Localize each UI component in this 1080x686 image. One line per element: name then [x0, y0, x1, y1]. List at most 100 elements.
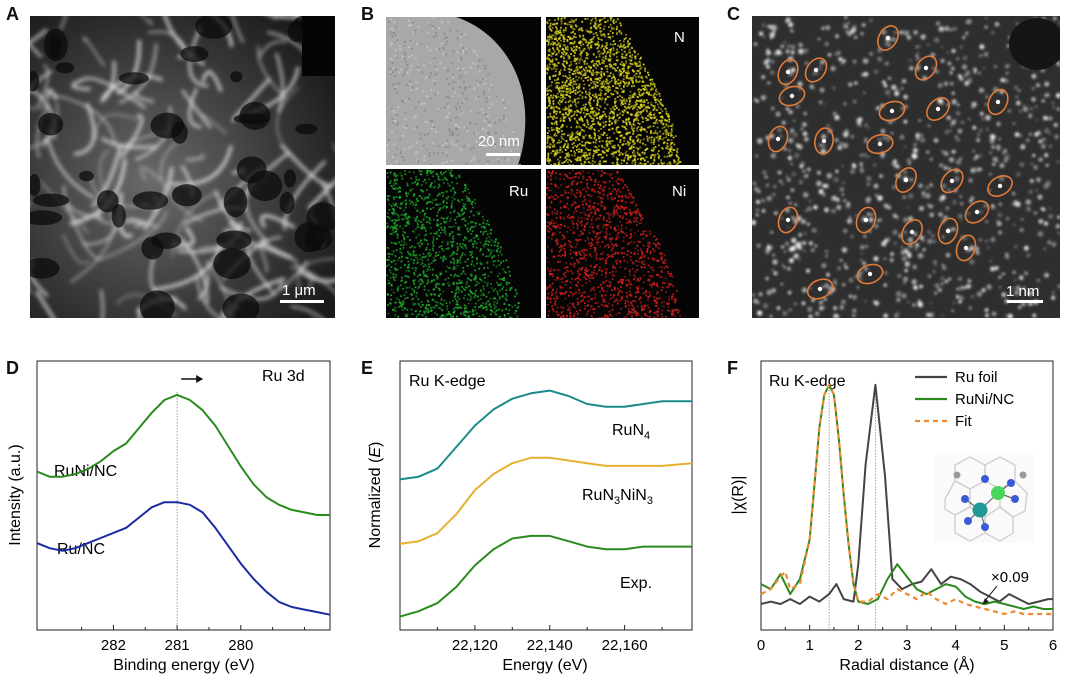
map-pixel	[573, 201, 576, 204]
map-pixel	[603, 35, 606, 38]
map-pixel	[622, 186, 625, 189]
map-pixel	[397, 285, 400, 288]
map-pixel	[606, 19, 609, 22]
map-pixel	[565, 48, 567, 51]
map-pixel	[393, 204, 396, 207]
map-pixel	[632, 120, 635, 123]
map-pixel	[625, 143, 627, 145]
haadf-pixel	[410, 48, 413, 50]
map-pixel	[493, 297, 496, 300]
map-pixel	[547, 57, 550, 60]
map-pixel	[550, 250, 553, 253]
map-pixel	[407, 260, 410, 263]
map-pixel	[634, 161, 637, 164]
map-pixel	[546, 87, 548, 90]
map-pixel	[424, 229, 427, 232]
map-pixel	[673, 161, 676, 164]
map-pixel	[617, 207, 619, 210]
map-pixel	[559, 173, 562, 176]
haadf-pixel	[393, 111, 396, 114]
map-pixel	[392, 250, 395, 253]
map-pixel	[508, 270, 511, 273]
map-pixel	[568, 107, 570, 109]
map-pixel	[571, 133, 574, 136]
map-pixel	[401, 177, 404, 180]
map-pixel	[386, 258, 389, 261]
map-pixel	[637, 53, 640, 56]
haadf-pixel	[456, 37, 459, 40]
map-pixel	[564, 297, 567, 300]
map-pixel	[638, 123, 641, 125]
map-pixel	[555, 225, 558, 228]
map-pixel	[548, 38, 551, 41]
map-pixel	[634, 63, 636, 65]
map-pixel	[659, 130, 661, 133]
map-pixel	[585, 282, 588, 284]
haadf-pixel	[448, 127, 451, 130]
map-pixel	[622, 180, 624, 183]
scale-bar-a	[280, 300, 324, 303]
map-pixel	[616, 225, 619, 227]
haadf-pixel	[417, 26, 420, 29]
map-pixel	[393, 198, 396, 201]
map-pixel	[647, 242, 649, 245]
haadf-pixel	[449, 119, 452, 122]
map-pixel	[386, 216, 389, 218]
map-pixel	[602, 111, 605, 113]
map-pixel	[553, 150, 556, 152]
map-pixel	[503, 315, 506, 318]
haadf-pixel	[428, 152, 431, 155]
map-pixel	[612, 85, 614, 88]
map-pixel	[591, 120, 593, 123]
map-pixel	[634, 276, 637, 279]
map-pixel	[643, 108, 646, 111]
map-pixel	[401, 227, 404, 230]
haadf-pixel	[423, 155, 426, 158]
map-pixel	[556, 306, 559, 309]
haadf-pixel	[403, 40, 406, 43]
map-pixel	[625, 37, 627, 39]
map-pixel	[612, 153, 615, 155]
map-pixel	[483, 316, 486, 318]
map-pixel	[552, 118, 554, 120]
map-pixel	[612, 140, 614, 142]
map-pixel	[444, 278, 447, 281]
map-pixel	[471, 203, 473, 206]
map-pixel	[466, 258, 469, 261]
haadf-pixel	[419, 133, 422, 136]
map-pixel	[629, 259, 632, 261]
map-pixel	[564, 93, 567, 96]
map-pixel	[546, 193, 548, 196]
map-pixel	[464, 187, 466, 190]
map-pixel	[653, 242, 655, 245]
map-pixel	[612, 106, 614, 109]
map-pixel	[430, 262, 433, 264]
map-pixel	[434, 259, 437, 261]
map-pixel	[609, 140, 611, 142]
map-pixel	[649, 117, 652, 119]
map-pixel	[577, 144, 579, 147]
map-pixel	[604, 57, 607, 60]
sem-fiber	[97, 208, 113, 225]
map-pixel	[574, 238, 577, 241]
map-pixel	[610, 48, 612, 51]
map-pixel	[404, 281, 406, 284]
map-pixel	[564, 108, 566, 111]
map-pixel	[641, 93, 643, 96]
map-pixel	[474, 284, 477, 287]
map-pixel	[603, 25, 606, 28]
map-pixel	[551, 41, 554, 43]
map-pixel	[454, 267, 457, 270]
map-pixel	[559, 164, 561, 165]
map-pixel	[667, 134, 670, 136]
map-pixel	[598, 217, 601, 220]
map-pixel	[552, 310, 555, 313]
map-pixel	[610, 19, 612, 21]
map-pixel	[596, 116, 598, 119]
map-pixel	[556, 295, 559, 298]
map-pixel	[390, 185, 393, 187]
map-pixel	[409, 253, 411, 255]
map-pixel	[633, 106, 636, 109]
map-pixel	[672, 309, 675, 311]
map-pixel	[551, 58, 554, 61]
